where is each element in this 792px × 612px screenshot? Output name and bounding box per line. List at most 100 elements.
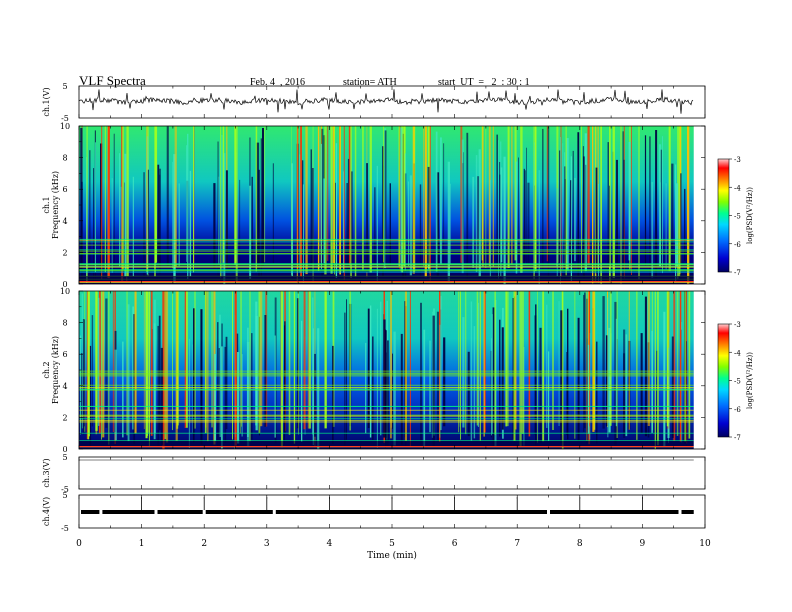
sferic-streak — [577, 132, 580, 278]
ch4-gap — [272, 509, 276, 515]
dc-line — [79, 446, 694, 448]
sferic-streak — [481, 126, 483, 261]
sferic-streak — [548, 351, 550, 441]
sferic-streak — [335, 143, 338, 278]
y-tick-label: 10 — [60, 287, 70, 296]
sferic-streak — [255, 126, 258, 272]
sferic-streak — [301, 160, 304, 277]
y-tick-label: 5 — [62, 453, 67, 462]
sferic-streak — [272, 163, 274, 263]
sferic-streak — [234, 291, 237, 446]
sferic-streak — [122, 126, 124, 270]
sferic-streak — [172, 161, 173, 269]
ch4-gap — [547, 509, 550, 515]
sferic-streak — [239, 179, 241, 273]
sferic-streak — [482, 126, 484, 267]
sferic-streak — [479, 291, 481, 441]
sferic-streak — [332, 345, 334, 445]
x-tick-label: 2 — [201, 539, 207, 549]
sferic-streak — [668, 347, 669, 443]
date-label: Feb. 4 , 2016 — [250, 77, 305, 88]
sferic-streak — [321, 143, 322, 270]
sferic-streak — [524, 170, 526, 262]
sferic-streak — [296, 126, 298, 283]
sferic-streak — [264, 126, 266, 263]
colorbar-tick-label: -6 — [734, 406, 741, 414]
narrowband-line — [79, 238, 694, 240]
sferic-streak — [494, 291, 496, 435]
no-data-area — [693, 291, 705, 449]
sferic-streak — [402, 133, 405, 279]
sferic-streak — [505, 291, 508, 427]
narrowband-line — [79, 421, 694, 423]
sferic-streak — [280, 291, 282, 431]
sferic-streak — [623, 329, 626, 438]
sferic-streak — [189, 170, 192, 277]
sferic-streak — [519, 291, 522, 447]
narrowband-line — [79, 250, 694, 252]
sferic-streak — [102, 291, 105, 438]
sferic-streak — [348, 126, 351, 266]
sferic-streak — [559, 150, 561, 276]
sferic-streak — [461, 139, 464, 274]
dc-line — [79, 281, 694, 283]
y-tick-label: 6 — [62, 185, 67, 194]
sferic-streak — [204, 291, 207, 434]
sferic-streak — [297, 126, 299, 269]
narrowband-line — [79, 418, 694, 420]
sferic-streak — [546, 304, 548, 428]
sferic-streak — [598, 183, 599, 283]
sferic-streak — [589, 291, 590, 427]
narrowband-line — [79, 375, 694, 377]
sferic-streak — [644, 135, 647, 266]
sferic-streak — [114, 349, 117, 441]
sferic-streak — [492, 126, 494, 268]
no-data-area — [693, 126, 705, 284]
x-tick-label: 0 — [76, 539, 82, 549]
sferic-streak — [507, 291, 509, 427]
sferic-streak — [162, 291, 165, 449]
sferic-streak — [175, 291, 178, 441]
sferic-streak — [542, 128, 544, 272]
sferic-streak — [465, 291, 467, 435]
sferic-streak — [193, 308, 195, 443]
sferic-streak — [513, 291, 516, 441]
sferic-streak — [155, 126, 158, 263]
narrowband-line — [79, 265, 694, 267]
x-tick-label: 5 — [389, 539, 395, 549]
sferic-streak — [644, 296, 647, 437]
sferic-streak — [476, 291, 479, 426]
sferic-streak — [120, 186, 122, 267]
sferic-streak — [523, 168, 525, 265]
x-tick-label: 9 — [640, 539, 646, 549]
colorbar-label: log(PSD(V²/Hz)) — [746, 352, 754, 409]
sferic-streak — [409, 175, 412, 276]
sferic-streak — [133, 314, 136, 444]
narrowband-line — [79, 239, 694, 241]
sferic-streak — [404, 291, 407, 441]
sferic-streak — [443, 143, 445, 272]
sferic-streak — [166, 126, 169, 267]
sferic-streak — [676, 291, 679, 436]
sferic-streak — [483, 291, 485, 437]
sferic-streak — [349, 291, 351, 431]
sferic-streak — [562, 143, 564, 270]
sferic-streak — [223, 126, 225, 262]
y-tick-label: 0 — [62, 280, 67, 289]
sferic-streak — [280, 291, 283, 448]
sferic-streak — [423, 126, 424, 267]
sferic-streak — [374, 187, 376, 267]
narrowband-line — [79, 372, 694, 374]
sferic-streak — [478, 149, 481, 277]
sferic-streak — [518, 157, 519, 261]
sferic-streak — [251, 176, 253, 273]
sferic-streak — [193, 126, 194, 273]
narrowband-line — [79, 384, 694, 386]
sferic-streak — [592, 126, 594, 284]
sferic-streak — [111, 178, 113, 273]
sferic-streak — [126, 126, 129, 277]
sferic-streak — [528, 291, 531, 437]
sferic-streak — [640, 333, 643, 434]
sferic-streak — [217, 141, 219, 276]
y-tick-label: 8 — [62, 319, 67, 328]
